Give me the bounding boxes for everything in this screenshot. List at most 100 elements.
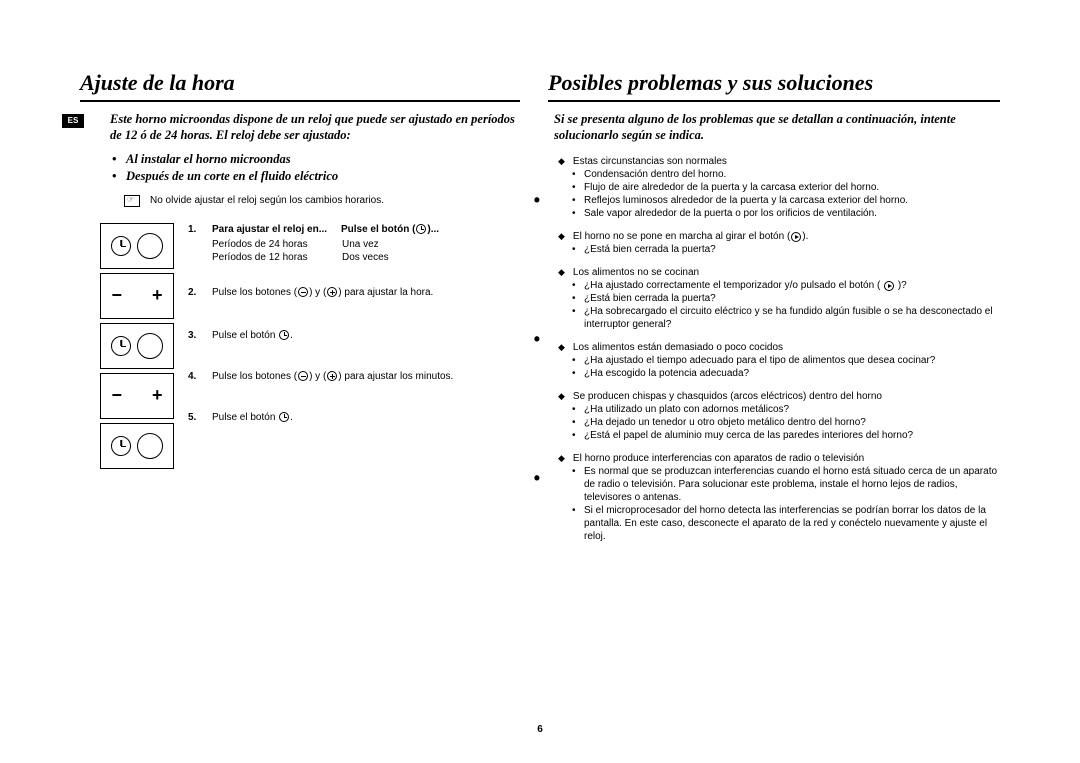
step-body: Pulse los botones () y () para ajustar l… bbox=[212, 370, 520, 383]
start-inline-icon bbox=[884, 281, 894, 291]
trouble-item: ¿Está bien cerrada la puerta? bbox=[584, 243, 1000, 256]
binder-dot: • bbox=[534, 190, 540, 211]
plus-icon: + bbox=[152, 285, 163, 306]
step-text: Pulse los botones ( bbox=[212, 371, 297, 382]
trouble-item: Reflejos luminosos alrededor de la puert… bbox=[584, 194, 1000, 207]
left-title: Ajuste de la hora bbox=[80, 70, 520, 102]
troubleshoot-list: ◆ Estas circunstancias son normales Conde… bbox=[548, 155, 1000, 543]
step-number: 1. bbox=[188, 223, 202, 264]
binder-dot: • bbox=[534, 468, 540, 489]
clock-icon bbox=[111, 436, 131, 456]
step-number: 4. bbox=[188, 370, 202, 383]
step-row: 1. Para ajustar el reloj en... Pulse el … bbox=[188, 223, 520, 264]
note-row: No olvide ajustar el reloj según los cam… bbox=[80, 194, 520, 207]
panel-plus-minus: − + bbox=[100, 373, 174, 419]
step-text: Pulse los botones ( bbox=[212, 287, 297, 298]
trouble-group: ◆Los alimentos están demasiado o poco co… bbox=[558, 341, 1000, 380]
step-head-text: Pulse el botón ( bbox=[341, 224, 415, 235]
trouble-item: Es normal que se produzcan interferencia… bbox=[584, 465, 1000, 504]
trouble-item: ¿Está bien cerrada la puerta? bbox=[584, 292, 1000, 305]
trouble-item: ¿Está el papel de aluminio muy cerca de … bbox=[584, 429, 1000, 442]
minus-inline-icon bbox=[298, 287, 308, 297]
step-number: 5. bbox=[188, 411, 202, 424]
knob-icon bbox=[137, 233, 163, 259]
diamond-icon: ◆ bbox=[558, 156, 565, 168]
step-text: ) y ( bbox=[309, 287, 326, 298]
diamond-icon: ◆ bbox=[558, 267, 565, 279]
right-title: Posibles problemas y sus soluciones bbox=[548, 70, 1000, 102]
trouble-item: ¿Ha utilizado un plato con adornos metál… bbox=[584, 403, 1000, 416]
diamond-icon: ◆ bbox=[558, 391, 565, 403]
note-icon bbox=[124, 195, 140, 207]
page-number: 6 bbox=[537, 724, 543, 735]
step-body: Pulse los botones ( ) y ( ) para ajustar l… bbox=[212, 286, 520, 299]
trouble-item: Si el microprocesador del horno detecta … bbox=[584, 504, 1000, 543]
trouble-item: Sale vapor alrededor de la puerta o por … bbox=[584, 207, 1000, 220]
step-body: Pulse el botón . bbox=[212, 411, 520, 424]
step-head-text: Para ajustar el reloj en... bbox=[212, 224, 327, 235]
group-head: El horno no se pone en marcha al girar e… bbox=[573, 230, 808, 243]
panel-clock-knob bbox=[100, 423, 174, 469]
trouble-item: ¿Ha dejado un tenedor u otro objeto metá… bbox=[584, 416, 1000, 429]
step-text: Pulse el botón bbox=[212, 330, 278, 341]
step-row: 3. Pulse el botón . bbox=[188, 329, 520, 342]
trouble-group: ◆ El horno produce interferencias con apa… bbox=[558, 452, 1000, 543]
subtable-cell: Períodos de 24 horas bbox=[212, 238, 342, 251]
clock-icon bbox=[111, 336, 131, 356]
binder-dot: • bbox=[534, 329, 540, 350]
group-head: El horno produce interferencias con apar… bbox=[573, 452, 864, 465]
step-row: 2. Pulse los botones () y () para ajusta… bbox=[188, 286, 520, 299]
steps-wrap: − + − + bbox=[80, 223, 520, 469]
step-body: Para ajustar el reloj en... Pulse el bot… bbox=[212, 223, 520, 264]
trouble-group: ◆Se producen chispas y chasquidos (arcos… bbox=[558, 390, 1000, 442]
note-text: No olvide ajustar el reloj según los cam… bbox=[150, 194, 384, 207]
group-head: Estas circunstancias son normales bbox=[573, 155, 727, 168]
trouble-item: Condensación dentro del horno. bbox=[584, 168, 1000, 181]
minus-icon: − bbox=[111, 285, 122, 306]
step-text: ) para ajustar la hora. bbox=[338, 287, 433, 298]
subtable-cell: Una vez bbox=[342, 238, 379, 251]
diamond-icon: ◆ bbox=[558, 231, 565, 243]
clock-inline-icon bbox=[416, 224, 426, 234]
left-intro: Este horno microondas dispone de un relo… bbox=[80, 112, 520, 143]
step-text: . bbox=[290, 330, 293, 341]
steps-column: 1. Para ajustar el reloj en... Pulse el … bbox=[188, 223, 520, 469]
trouble-item: ¿Ha escogido la potencia adecuada? bbox=[584, 367, 1000, 380]
subtable-cell: Períodos de 12 horas bbox=[212, 251, 342, 264]
page-content: Ajuste de la hora Este horno microondas … bbox=[80, 70, 1000, 553]
trouble-group: ◆ Estas circunstancias son normales Conde… bbox=[558, 155, 1000, 220]
trouble-item: ¿Ha ajustado el tiempo adecuado para el … bbox=[584, 354, 1000, 367]
group-head: Los alimentos están demasiado o poco coc… bbox=[573, 341, 783, 354]
right-column: Posibles problemas y sus soluciones Si s… bbox=[548, 70, 1000, 553]
step-row: 5. Pulse el botón . bbox=[188, 411, 520, 424]
panel-column: − + − + bbox=[100, 223, 174, 469]
trouble-group: ◆ Los alimentos no se cocinan ¿Ha ajustad… bbox=[558, 266, 1000, 331]
step-head-text: )... bbox=[427, 224, 439, 235]
step-subtable: Períodos de 24 horasUna vez Períodos de … bbox=[212, 238, 520, 264]
panel-clock-knob bbox=[100, 223, 174, 269]
diamond-icon: ◆ bbox=[558, 453, 565, 465]
subtable-cell: Dos veces bbox=[342, 251, 389, 264]
left-bullet: Después de un corte en el fluido eléctri… bbox=[126, 168, 520, 184]
plus-inline-icon bbox=[327, 371, 337, 381]
clock-inline-icon bbox=[279, 330, 289, 340]
minus-icon: − bbox=[111, 385, 122, 406]
group-head-text: El horno no se pone en marcha al girar e… bbox=[573, 231, 790, 242]
clock-icon bbox=[111, 236, 131, 256]
plus-icon: + bbox=[152, 385, 163, 406]
step-text: Pulse el botón bbox=[212, 412, 278, 423]
trouble-item: ¿Ha ajustado correctamente el temporizad… bbox=[584, 279, 1000, 292]
step-number: 3. bbox=[188, 329, 202, 342]
trouble-item: ¿Ha sobrecargado el circuito eléctrico y… bbox=[584, 305, 1000, 331]
left-bullet: Al instalar el horno microondas bbox=[126, 151, 520, 167]
start-inline-icon bbox=[791, 232, 801, 242]
step-body: Pulse el botón . bbox=[212, 329, 520, 342]
group-head: Los alimentos no se cocinan bbox=[573, 266, 699, 279]
step-text: ) y ( bbox=[309, 371, 326, 382]
knob-icon bbox=[137, 433, 163, 459]
group-head-text: ). bbox=[802, 231, 808, 242]
trouble-item: Flujo de aire alrededor de la puerta y l… bbox=[584, 181, 1000, 194]
minus-inline-icon bbox=[298, 371, 308, 381]
knob-icon bbox=[137, 333, 163, 359]
plus-inline-icon bbox=[327, 287, 337, 297]
